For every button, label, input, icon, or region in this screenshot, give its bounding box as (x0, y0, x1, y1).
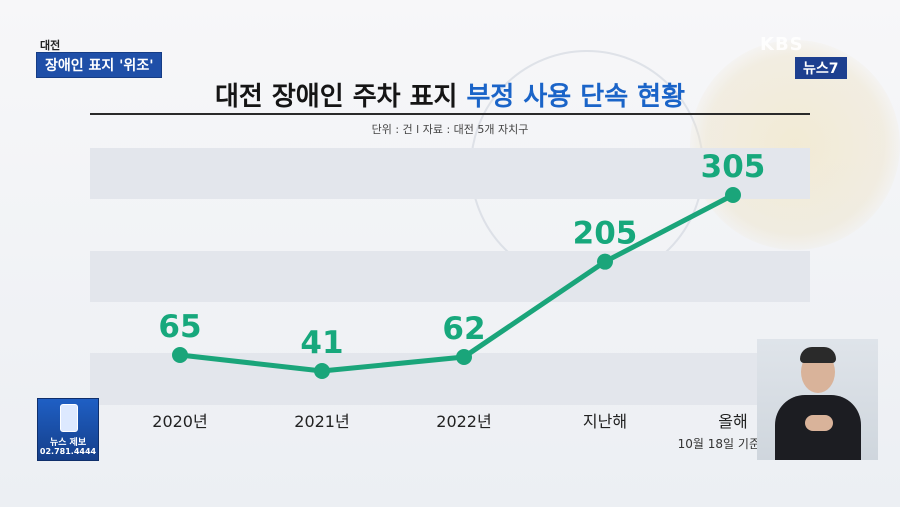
x-tick-label-2: 2021년 (294, 412, 349, 431)
grid-bands (90, 148, 810, 405)
data-label-1: 65 (158, 309, 201, 345)
grid-band-1 (90, 148, 810, 199)
chart-title: 대전 장애인 주차 표지 부정 사용 단속 현황 (0, 76, 900, 113)
x-tick-label-5: 올해 (718, 412, 747, 431)
sign-language-interpreter (757, 339, 878, 460)
interpreter-hair (800, 347, 836, 363)
broadcaster-logo: KBS (760, 34, 804, 55)
data-point-5 (725, 187, 741, 203)
chart-title-highlight: 부정 사용 단속 현황 (466, 82, 685, 112)
program-badge: 뉴스7 (795, 57, 847, 79)
chart-subtitle: 단위 : 건 l 자료 : 대전 5개 자치구 (371, 123, 529, 136)
series-group (172, 187, 741, 379)
tip-phone-number: 02.781.4444 (39, 447, 97, 456)
tip-label: 뉴스 제보 (49, 438, 87, 448)
region-label: 대전 (40, 39, 61, 52)
x-tick-label-3: 2022년 (436, 412, 491, 431)
grid-band-2 (90, 251, 810, 302)
news-tip-box: 뉴스 제보 02.781.4444 (37, 398, 99, 461)
data-point-4 (597, 253, 613, 270)
data-point-3 (456, 349, 472, 365)
title-divider (90, 113, 810, 115)
data-label-5: 305 (701, 149, 766, 185)
x-tick-label-4: 지난해 (583, 412, 627, 431)
data-point-1 (172, 347, 188, 363)
topic-caption: 장애인 표지 '위조' (36, 52, 163, 78)
x-tick-label-1: 2020년 (152, 412, 207, 431)
data-label-3: 62 (442, 311, 485, 347)
data-point-2 (314, 363, 330, 379)
interpreter-hands (805, 415, 833, 431)
label-group: 65 2020년 41 2021년 62 2022년 205 지난해 305 올해 10월 18일 … (152, 149, 765, 451)
phone-icon (60, 404, 78, 432)
data-label-2: 41 (300, 325, 343, 361)
chart-title-main: 대전 장애인 주차 표지 (214, 82, 458, 112)
chart-note: 10월 18일 기준 (678, 437, 760, 451)
data-label-4: 205 (573, 216, 638, 252)
grid-band-3 (90, 353, 810, 405)
